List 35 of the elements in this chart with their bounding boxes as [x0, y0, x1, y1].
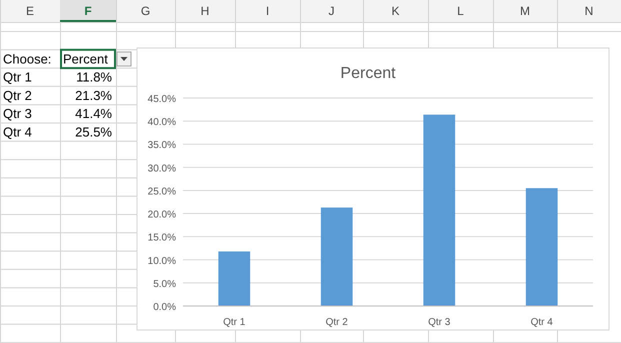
- x-tick-label: Qtr 3: [428, 317, 451, 328]
- text: J: [328, 4, 334, 18]
- text: H: [200, 4, 210, 18]
- x-tick-label: Qtr 1: [223, 317, 246, 328]
- text: E: [26, 4, 34, 18]
- x-tick-label: Qtr 4: [530, 317, 554, 328]
- text: Percent: [63, 51, 108, 66]
- category-label: Qtr 2: [3, 88, 32, 103]
- y-tick-label: 45.0%: [148, 94, 176, 105]
- text: F: [84, 4, 92, 18]
- text: Choose:: [3, 51, 52, 66]
- y-tick-label: 10.0%: [148, 256, 176, 267]
- text: 11.8%: [76, 70, 112, 85]
- y-tick-label: 0.0%: [153, 302, 176, 313]
- y-tick-label: 30.0%: [148, 163, 176, 174]
- text: G: [140, 4, 150, 18]
- text: 41.4%: [75, 106, 112, 122]
- y-tick-label: 15.0%: [148, 232, 176, 244]
- y-tick-label: 25.0%: [148, 186, 176, 198]
- text: 21.3%: [75, 88, 112, 103]
- category-label: Qtr 3: [3, 106, 32, 122]
- chart-title: Percent: [340, 65, 396, 82]
- y-tick-label: 5.0%: [153, 278, 176, 290]
- category-label: Qtr 4: [3, 124, 32, 140]
- y-tick-label: 40.0%: [148, 117, 176, 128]
- text: I: [266, 4, 270, 18]
- text: N: [584, 4, 594, 18]
- y-tick-label: 35.0%: [148, 140, 176, 152]
- text: M: [520, 4, 530, 18]
- x-tick-label: Qtr 2: [326, 317, 348, 328]
- text: 25.5%: [75, 124, 112, 140]
- text: K: [391, 4, 400, 18]
- category-label: Qtr 1: [3, 70, 32, 85]
- y-tick-label: 20.0%: [148, 210, 176, 221]
- text: L: [457, 4, 464, 18]
